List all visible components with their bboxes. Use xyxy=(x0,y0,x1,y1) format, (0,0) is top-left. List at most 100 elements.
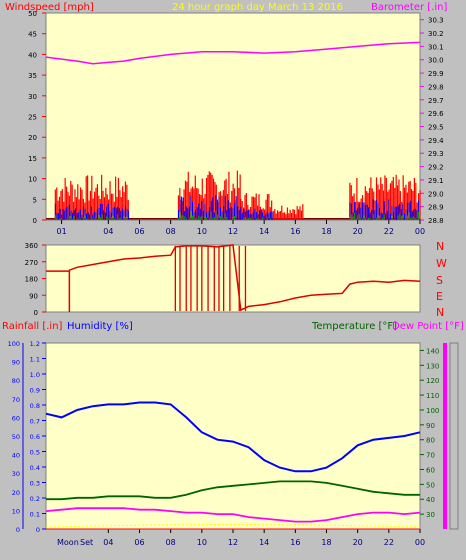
baro-ytick-label: 30.1 xyxy=(428,43,444,51)
rain-ytick-label: 0.6 xyxy=(30,433,40,441)
rain-ytick-label: 0.7 xyxy=(30,418,40,426)
wind-ytick-label: 15 xyxy=(28,155,37,163)
wind-ytick-label: 10 xyxy=(28,176,37,184)
bottom-xtick-label: 12 xyxy=(228,538,238,547)
rain-ytick-label: 0.1 xyxy=(30,511,40,519)
humidity-line xyxy=(45,401,421,473)
temp-ytick-label: 110 xyxy=(426,392,439,400)
dir-ytick-label: 180 xyxy=(25,276,38,284)
barometer-axis-label: Barometer [.in] xyxy=(371,2,447,13)
rain-ytick-label: 1.1 xyxy=(30,356,40,364)
direction-letter: S xyxy=(436,274,443,287)
temp-ytick-label: 100 xyxy=(426,407,439,415)
dewpoint-axis-label: Dew Point [°F] xyxy=(392,321,464,332)
wind-ytick-label: 20 xyxy=(28,134,37,142)
baro-ytick-label: 29.5 xyxy=(428,124,444,132)
rain-ytick-label: 1.2 xyxy=(30,340,40,348)
windspeed-axis-label: Windspeed [mph] xyxy=(5,2,94,13)
rain-ytick-label: 0 xyxy=(36,526,40,534)
baro-ytick-label: 30.0 xyxy=(428,57,444,65)
bottom-xtick-label: 22 xyxy=(384,538,394,547)
rain-ytick-label: 0.5 xyxy=(30,449,40,457)
baro-ytick-label: 29.1 xyxy=(428,177,444,185)
bottom-xtick-label: 08 xyxy=(166,538,176,547)
baro-ytick-label: 29.0 xyxy=(428,190,444,198)
direction-letter: N xyxy=(436,306,444,319)
baro-ytick-label: 28.8 xyxy=(428,217,444,225)
graph-title: 24 hour graph day March 13 2016 xyxy=(172,2,343,13)
wind-xtick-label: 14 xyxy=(259,227,269,236)
bottom-xtick-label: 16 xyxy=(290,538,300,547)
dewpoint-line xyxy=(45,507,421,523)
rain-ytick-label: 0.8 xyxy=(30,402,40,410)
baro-ytick-label: 29.7 xyxy=(428,97,444,105)
baro-ytick-label: 29.8 xyxy=(428,83,444,91)
direction-letter: E xyxy=(436,290,443,303)
wind-ytick-label: 30 xyxy=(28,93,37,101)
baro-ytick-label: 29.6 xyxy=(428,110,444,118)
bottom-xtick-label: 00 xyxy=(415,538,425,547)
baro-ytick-label: 30.2 xyxy=(428,30,444,38)
humidity-ytick-label: 70 xyxy=(12,396,20,404)
wind-xtick-label: 04 xyxy=(103,227,113,236)
wind-ytick-label: 45 xyxy=(28,31,37,39)
wind-ytick-label: 50 xyxy=(28,10,37,18)
temp-ytick-label: 80 xyxy=(426,437,435,445)
wind-ytick-label: 35 xyxy=(28,72,37,80)
wind-ytick-label: 40 xyxy=(28,51,37,59)
humidity-ytick-label: 0 xyxy=(16,526,20,534)
bottom-xtick-label: 04 xyxy=(103,538,113,547)
bottom-xtick-label: 20 xyxy=(353,538,363,547)
wind-xtick-label: 18 xyxy=(321,227,331,236)
baro-ytick-label: 29.9 xyxy=(428,70,444,78)
bottom-xtick-label: 10 xyxy=(197,538,207,547)
humidity-ytick-label: 60 xyxy=(12,414,20,422)
humidity-ytick-label: 30 xyxy=(12,470,20,478)
humidity-axis-label: Humidity [%] xyxy=(67,321,133,332)
wind-xtick-label: 01 xyxy=(56,227,66,236)
wind-xtick-label: 10 xyxy=(197,227,207,236)
baro-ytick-label: 30.3 xyxy=(428,17,444,25)
baro-ytick-label: 29.4 xyxy=(428,137,444,145)
moonset-label: Set xyxy=(80,538,93,547)
temperature-axis-label: Temperature [°F] xyxy=(311,321,397,332)
humidity-ytick-label: 10 xyxy=(12,507,20,515)
temp-ytick-label: 140 xyxy=(426,347,439,355)
baro-ytick-label: 28.9 xyxy=(428,204,444,212)
humidity-ytick-label: 40 xyxy=(12,452,20,460)
temp-ytick-label: 60 xyxy=(426,466,435,474)
temp-ytick-label: 70 xyxy=(426,452,435,460)
humidity-ytick-label: 80 xyxy=(12,377,20,385)
direction-panel-plot-area xyxy=(45,244,421,313)
dir-ytick-label: 0 xyxy=(34,309,38,317)
temp-ytick-label: 50 xyxy=(426,481,435,489)
temp-ytick-label: 30 xyxy=(426,511,435,519)
wind-xtick-label: 12 xyxy=(228,227,238,236)
humidity-ytick-label: 90 xyxy=(12,359,20,367)
wind-ytick-label: 5 xyxy=(33,196,37,204)
wind-xtick-label: 08 xyxy=(166,227,176,236)
rain-ytick-label: 1.0 xyxy=(30,371,40,379)
rain-ytick-label: 0.3 xyxy=(30,480,40,488)
temp-ytick-label: 130 xyxy=(426,362,439,370)
bottom-xtick-label: 18 xyxy=(321,538,331,547)
wind-xtick-label: 22 xyxy=(384,227,394,236)
bottom-xtick-label: 14 xyxy=(259,538,269,547)
dewpoint-axis-bar xyxy=(443,343,447,529)
baro-ytick-label: 29.3 xyxy=(428,150,444,158)
rain-ytick-label: 0.9 xyxy=(30,387,40,395)
temp-ytick-label: 120 xyxy=(426,377,439,385)
dir-ytick-label: 360 xyxy=(25,242,38,250)
humidity-ytick-label: 20 xyxy=(12,489,20,497)
barometer-line xyxy=(45,41,421,65)
direction-letter: N xyxy=(436,240,444,253)
baro-ytick-label: 29.2 xyxy=(428,164,444,172)
dir-ytick-label: 90 xyxy=(29,292,38,300)
temp-ytick-label: 90 xyxy=(426,422,435,430)
direction-letter: W xyxy=(436,257,447,270)
wind-xtick-label: 20 xyxy=(353,227,363,236)
wind-xtick-label: 06 xyxy=(134,227,144,236)
moon-label: Moon xyxy=(57,538,79,547)
